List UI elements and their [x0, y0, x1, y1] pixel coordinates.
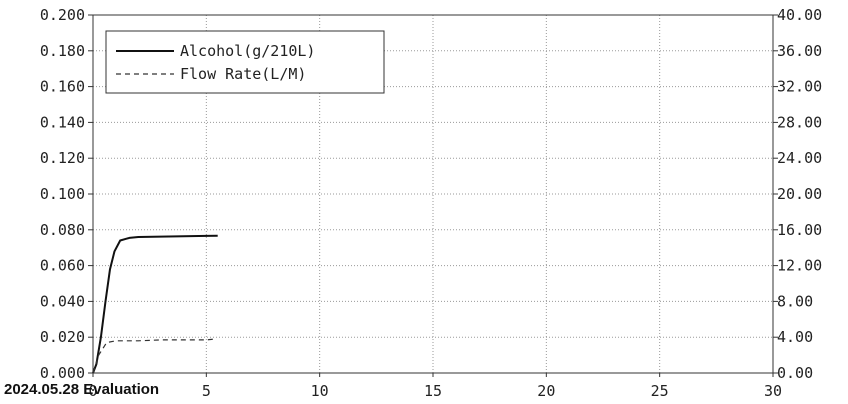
right-tick-label: 28.00: [777, 113, 822, 131]
alcohol-line: [92, 234, 218, 374]
left-tick-label: 0.060: [40, 257, 85, 275]
left-tick-label: 0.140: [40, 113, 85, 131]
right-tick-label: 20.00: [777, 185, 822, 203]
right-tick-label: 36.00: [777, 42, 822, 60]
left-axis-ticks: 0.000 0.020 0.040 0.060 0.080 0.100 0.120 0.140…: [40, 6, 93, 382]
legend-label-flow-rate: Flow Rate(L/M): [180, 65, 306, 83]
x-tick-label: 10: [311, 382, 329, 400]
left-tick-label: 0.020: [40, 328, 85, 346]
series: [92, 234, 218, 374]
left-tick-label: 0.080: [40, 221, 85, 239]
left-tick-label: 0.040: [40, 292, 85, 310]
legend-box: [105, 30, 385, 94]
right-tick-label: 32.00: [777, 78, 822, 96]
legend: Alcohol(g/210L) Flow Rate(L/M): [105, 30, 385, 94]
right-tick-label: 0.00: [777, 364, 813, 382]
right-tick-label: 12.00: [777, 257, 822, 275]
right-tick-label: 24.00: [777, 149, 822, 167]
x-tick-label: 25: [651, 382, 669, 400]
left-tick-label: 0.000: [40, 364, 85, 382]
right-tick-label: 40.00: [777, 6, 822, 24]
left-tick-label: 0.120: [40, 149, 85, 167]
x-tick-label: 20: [537, 382, 555, 400]
x-axis-ticks: 0 5 10 15 20 25 30: [88, 373, 782, 400]
grid: [93, 15, 773, 373]
right-tick-label: 4.00: [777, 328, 813, 346]
left-tick-label: 0.100: [40, 185, 85, 203]
right-tick-label: 16.00: [777, 221, 822, 239]
flow-rate-line: [92, 338, 216, 374]
x-tick-label: 15: [424, 382, 442, 400]
legend-label-alcohol: Alcohol(g/210L): [180, 42, 315, 60]
right-axis-ticks: 0.00 4.00 8.00 12.00 16.00 20.00 24.00 28.00 32.…: [773, 6, 822, 382]
right-tick-label: 8.00: [777, 292, 813, 310]
left-tick-label: 0.180: [40, 42, 85, 60]
left-tick-label: 0.200: [40, 6, 85, 24]
x-tick-label: 30: [764, 382, 782, 400]
left-tick-label: 0.160: [40, 78, 85, 96]
x-tick-label: 5: [202, 382, 211, 400]
evaluation-caption: 2024.05.28 Evaluation: [4, 381, 160, 398]
x-tick-label: 0: [88, 382, 97, 400]
